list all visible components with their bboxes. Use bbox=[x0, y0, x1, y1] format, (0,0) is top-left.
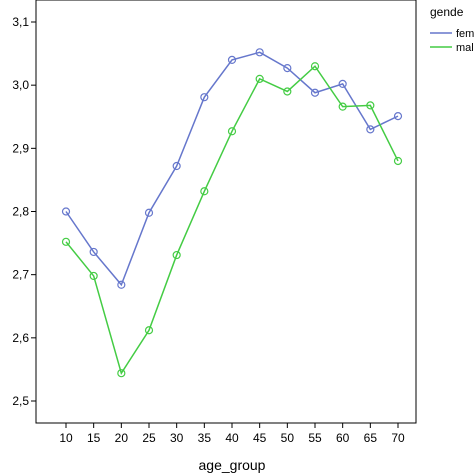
legend: gende fem male bbox=[430, 5, 474, 54]
data-point-fem bbox=[283, 64, 292, 73]
y-tick-label: 2,8 bbox=[12, 205, 29, 219]
x-tick-label: 70 bbox=[391, 431, 405, 445]
data-point-fem bbox=[255, 48, 264, 57]
data-point-male bbox=[310, 62, 320, 71]
data-point-male bbox=[172, 250, 181, 260]
data-point-fem bbox=[310, 88, 320, 97]
series-layer bbox=[61, 48, 403, 378]
legend-label-male: male bbox=[456, 42, 474, 54]
x-tick-label: 60 bbox=[336, 431, 350, 445]
data-point-male bbox=[89, 271, 98, 281]
x-axis: 10 15 20 25 30 35 40 45 50 55 60 65 70 bbox=[59, 423, 405, 445]
data-point-male bbox=[283, 87, 292, 96]
data-point-male bbox=[338, 102, 347, 111]
data-point-male bbox=[61, 237, 71, 246]
x-tick-label: 10 bbox=[59, 431, 73, 445]
y-tick-label: 3,0 bbox=[12, 78, 29, 92]
data-point-fem bbox=[172, 161, 181, 171]
data-point-male bbox=[200, 187, 209, 196]
data-point-male bbox=[255, 74, 264, 83]
data-point-fem bbox=[117, 280, 126, 289]
y-tick-label: 2,6 bbox=[12, 331, 29, 345]
y-tick-label: 2,5 bbox=[12, 394, 29, 408]
x-axis-title: age_group bbox=[199, 457, 266, 473]
plot-frame bbox=[35, 0, 417, 424]
series-line-fem bbox=[65, 51, 399, 287]
data-point-fem bbox=[200, 93, 209, 102]
data-point-male bbox=[366, 101, 375, 110]
legend-label-fem: fem bbox=[456, 28, 474, 40]
x-tick-label: 35 bbox=[198, 431, 212, 445]
data-point-fem bbox=[393, 112, 403, 121]
data-point-male bbox=[117, 369, 126, 378]
x-tick-label: 15 bbox=[87, 431, 101, 445]
y-axis: 2,5 2,6 2,7 2,8 2,9 3,0 3,1 bbox=[12, 15, 36, 408]
y-tick-label: 2,7 bbox=[12, 268, 29, 282]
x-tick-label: 50 bbox=[281, 431, 295, 445]
x-tick-label: 55 bbox=[308, 431, 322, 445]
x-tick-label: 65 bbox=[364, 431, 378, 445]
x-tick-label: 40 bbox=[225, 431, 239, 445]
data-point-male bbox=[144, 326, 154, 335]
data-point-male bbox=[227, 127, 237, 136]
data-point-fem bbox=[61, 207, 71, 216]
series-line-male bbox=[65, 65, 399, 376]
y-tick-label: 2,9 bbox=[12, 141, 29, 155]
data-point-male bbox=[393, 156, 403, 166]
x-tick-label: 45 bbox=[253, 431, 267, 445]
data-point-fem bbox=[366, 125, 375, 134]
data-point-fem bbox=[227, 55, 237, 65]
x-tick-label: 30 bbox=[170, 431, 184, 445]
y-tick-label: 3,1 bbox=[12, 15, 29, 29]
data-point-fem bbox=[89, 247, 98, 257]
x-tick-label: 20 bbox=[115, 431, 129, 445]
x-tick-label: 25 bbox=[142, 431, 156, 445]
data-point-fem bbox=[338, 79, 347, 89]
legend-title: gende bbox=[430, 5, 464, 19]
data-point-fem bbox=[144, 208, 154, 217]
